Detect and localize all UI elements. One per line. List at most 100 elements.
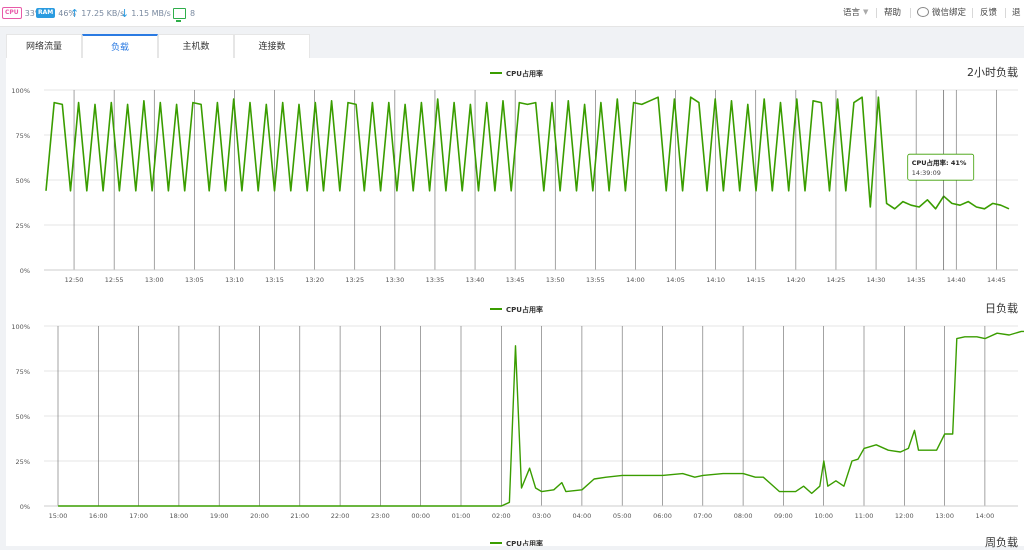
connections-value: 8 (190, 8, 196, 18)
download-speed-indicator: ↓ 1.15 MB/s (120, 6, 171, 20)
upload-arrow-icon: ↑ (70, 6, 80, 20)
cpu-usage-indicator: CPU 33% (2, 6, 42, 20)
wechat-icon (917, 7, 929, 17)
y-tick-label: 25% (16, 458, 30, 466)
x-tick-label: 13:45 (506, 276, 525, 284)
cpu-icon: CPU (2, 7, 22, 19)
legend-label: CPU占用率 (506, 69, 543, 78)
feedback-link[interactable]: 反馈 (980, 6, 997, 18)
x-tick-label: 22:00 (331, 512, 350, 520)
tab-host-count[interactable]: 主机数 (158, 34, 234, 58)
x-tick-label: 10:00 (814, 512, 833, 520)
x-tick-label: 01:00 (452, 512, 471, 520)
language-label: 语言 (843, 8, 861, 18)
x-tick-label: 13:00 (935, 512, 954, 520)
x-tick-label: 14:30 (867, 276, 886, 284)
x-tick-label: 16:00 (89, 512, 108, 520)
x-tick-label: 12:55 (105, 276, 124, 284)
tab-network-traffic[interactable]: 网络流量 (6, 34, 82, 58)
x-tick-label: 03:00 (532, 512, 551, 520)
x-tick-label: 19:00 (210, 512, 229, 520)
x-tick-label: 14:00 (976, 512, 995, 520)
wechat-bind-link[interactable]: 微信绑定 (917, 6, 966, 18)
legend-label: CPU占用率 (506, 305, 543, 314)
tooltip-time: 14:39:09 (912, 169, 941, 177)
tab-connection-count[interactable]: 连接数 (234, 34, 310, 58)
chart-title-daily: 日负载 (985, 302, 1018, 315)
x-tick-label: 13:15 (265, 276, 284, 284)
ram-usage-value: 46% (58, 8, 77, 18)
x-tick-label: 13:05 (185, 276, 204, 284)
cpu-usage-value: 33% (24, 8, 43, 18)
tab-load[interactable]: 负载 (82, 34, 158, 58)
y-tick-label: 0% (20, 503, 30, 511)
x-tick-label: 07:00 (693, 512, 712, 520)
x-tick-label: 13:30 (385, 276, 404, 284)
y-tick-label: 0% (20, 267, 30, 275)
x-tick-label: 17:00 (129, 512, 148, 520)
chart-title-weekly: 周负载 (985, 536, 1018, 549)
connections-indicator: 8 (173, 6, 196, 22)
x-tick-label: 11:00 (855, 512, 874, 520)
tooltip-title: CPU占用率: 41% (912, 158, 967, 167)
help-link[interactable]: 帮助 (884, 6, 901, 18)
help-label: 帮助 (884, 8, 902, 18)
y-tick-label: 50% (16, 413, 30, 421)
y-tick-label: 50% (16, 177, 30, 185)
chart-title-2h: 2小时负载 (967, 66, 1018, 79)
series-line-cpu (58, 330, 1024, 507)
x-tick-label: 14:45 (987, 276, 1006, 284)
x-tick-label: 18:00 (170, 512, 189, 520)
x-tick-label: 23:00 (371, 512, 390, 520)
x-tick-label: 14:15 (746, 276, 765, 284)
tooltip-box (907, 153, 975, 181)
tab-bar: 网络流量 负载 主机数 连接数 (6, 34, 310, 58)
x-tick-label: 08:00 (734, 512, 753, 520)
x-tick-label: 15:00 (49, 512, 68, 520)
x-tick-label: 14:35 (907, 276, 926, 284)
x-tick-label: 14:40 (947, 276, 966, 284)
logout-label: 退 (1012, 8, 1021, 18)
download-speed-value: 1.15 MB/s (131, 8, 171, 18)
x-tick-label: 14:10 (706, 276, 725, 284)
x-tick-label: 13:50 (546, 276, 565, 284)
y-tick-label: 25% (16, 222, 30, 230)
ram-usage-indicator: RAM 46% (36, 6, 76, 20)
feedback-label: 反馈 (980, 8, 998, 18)
series-line-cpu (45, 96, 1010, 210)
x-tick-label: 13:55 (586, 276, 605, 284)
y-tick-label: 100% (11, 323, 30, 331)
upload-speed-indicator: ↑ 17.25 KB/s (70, 6, 124, 20)
x-tick-label: 14:00 (626, 276, 645, 284)
weekly-load-chart: CPU占用率 (490, 539, 543, 546)
ram-icon: RAM (36, 8, 56, 18)
download-arrow-icon: ↓ (120, 6, 130, 20)
language-menu[interactable]: 语言 ▼ (843, 6, 868, 18)
two-hour-load-chart: CPU占用率 0% 25% 50% 75% 100% 12:50 12:55 13:00 13:0… (11, 69, 1018, 284)
x-tick-label: 12:00 (895, 512, 914, 520)
chevron-down-icon: ▼ (863, 8, 869, 16)
x-tick-label: 13:20 (305, 276, 324, 284)
x-tick-label: 13:25 (345, 276, 364, 284)
x-tick-label: 21:00 (290, 512, 309, 520)
top-status-bar: CPU 33% RAM 46% ↑ 17.25 KB/s ↓ 1.15 MB/s… (0, 0, 1024, 27)
daily-load-chart: CPU占用率 0% 25% 50% 75% 100% 15:00 16:00 17:00 18:0… (11, 305, 1024, 520)
x-tick-label: 12:50 (65, 276, 84, 284)
upload-speed-value: 17.25 KB/s (81, 8, 125, 18)
monitor-icon (173, 7, 186, 22)
x-tick-label: 04:00 (573, 512, 592, 520)
charts-panel: CPU占用率 0% 25% 50% 75% 100% 12:50 12:55 13:00 13:0… (6, 58, 1024, 549)
y-tick-label: 75% (16, 368, 30, 376)
x-tick-label: 02:00 (492, 512, 511, 520)
wechat-bind-label: 微信绑定 (932, 8, 967, 18)
x-tick-label: 20:00 (250, 512, 269, 520)
x-tick-label: 05:00 (613, 512, 632, 520)
x-tick-label: 13:10 (225, 276, 244, 284)
x-tick-label: 14:20 (786, 276, 805, 284)
x-tick-label: 09:00 (774, 512, 793, 520)
y-tick-label: 100% (11, 87, 30, 95)
x-tick-label: 14:05 (666, 276, 685, 284)
logout-link[interactable]: 退 (1012, 6, 1021, 18)
x-tick-label: 14:25 (827, 276, 846, 284)
x-tick-label: 13:35 (426, 276, 445, 284)
